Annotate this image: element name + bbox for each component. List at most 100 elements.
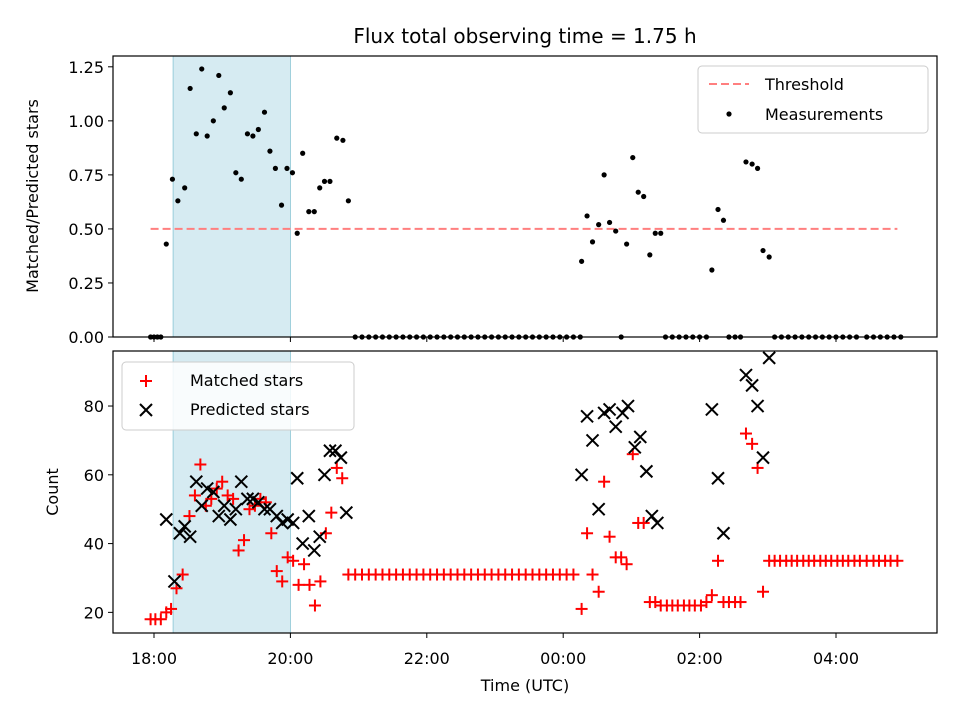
matched-star-point — [238, 534, 251, 547]
predicted-star-point — [628, 440, 642, 454]
predicted-star-point — [234, 474, 249, 489]
measurement-point — [647, 252, 653, 258]
measurement-point — [321, 178, 328, 184]
predicted-star-point — [650, 516, 665, 530]
predicted-star-point — [270, 509, 284, 523]
predicted-star-point — [621, 399, 635, 413]
measurement-point — [327, 178, 333, 184]
matched-star-point — [287, 554, 300, 567]
measurement-point — [630, 154, 636, 161]
matched-star-point — [575, 602, 588, 615]
measurement-point — [345, 198, 351, 204]
legend-measurements-swatch — [726, 111, 732, 117]
measurement-point — [709, 267, 715, 273]
matched-stars-points — [144, 427, 904, 626]
predicted-star-point — [739, 368, 753, 382]
y-tick-label: 0.50 — [68, 220, 104, 239]
bottom-axes-frame — [112, 350, 938, 634]
matched-star-point — [592, 585, 605, 598]
predicted-star-point — [212, 509, 226, 523]
measurement-point — [272, 165, 278, 171]
matched-star-point — [757, 585, 770, 598]
measurement-point — [760, 247, 766, 254]
predicted-star-point — [159, 512, 173, 527]
measurement-point — [187, 85, 193, 92]
predicted-star-point — [200, 481, 214, 496]
y-tick-label: 60 — [84, 466, 104, 485]
predicted-star-point — [591, 502, 606, 516]
matched-star-point — [216, 475, 229, 488]
measurement-point — [589, 239, 596, 245]
top-legend-box — [697, 65, 929, 134]
measurement-point — [596, 222, 602, 228]
matched-star-point — [891, 554, 904, 567]
measurement-point — [294, 230, 300, 236]
predicted-star-point — [705, 402, 719, 417]
measurement-point — [624, 241, 630, 247]
matched-star-point — [298, 558, 311, 571]
measurement-point — [238, 176, 244, 182]
predicted-star-point — [750, 399, 765, 413]
predicted-star-point — [286, 516, 300, 530]
measurement-point — [204, 133, 210, 139]
x-tick-label: 20:00 — [267, 649, 313, 668]
matched-star-point — [637, 516, 650, 529]
y-tick-label: 1.00 — [68, 112, 104, 131]
legend-threshold-label: Threshold — [764, 75, 844, 94]
predicted-star-point — [195, 499, 209, 513]
predicted-star-point — [602, 402, 617, 417]
measurement-point — [284, 165, 290, 171]
measurement-point — [340, 137, 346, 143]
predicted-star-point — [173, 526, 187, 540]
matched-star-point — [603, 530, 616, 543]
legend-predicted-label: Predicted stars — [190, 400, 310, 419]
matched-star-point — [586, 568, 599, 581]
measurement-point — [334, 135, 340, 141]
measurement-point — [250, 133, 256, 139]
top-y-axis-label: Matched/Predicted stars — [23, 99, 42, 293]
matched-star-point — [154, 613, 167, 626]
top-panel: 0.00 0.25 0.50 0.75 1.00 1.25 Matched/Predict… — [23, 55, 938, 347]
predicted-star-point — [585, 433, 600, 448]
measurement-point — [261, 109, 268, 115]
matched-star-point — [746, 437, 759, 450]
measurement-point — [216, 72, 222, 79]
y-tick-label: 80 — [84, 397, 104, 416]
legend-measurements-label: Measurements — [765, 105, 883, 124]
y-tick-label: 1.25 — [68, 58, 104, 77]
measurement-point — [311, 209, 317, 215]
matched-star-point — [308, 599, 321, 612]
predicted-star-point — [745, 378, 759, 393]
matched-star-point — [330, 461, 343, 474]
predicted-star-point — [334, 450, 348, 465]
matched-star-point — [620, 558, 633, 571]
y-tick-label: 0.00 — [68, 328, 104, 347]
predicted-star-point — [302, 509, 316, 523]
measurement-point — [754, 165, 761, 171]
measurement-point — [233, 170, 239, 176]
matched-star-point — [581, 527, 594, 540]
matched-star-point — [336, 472, 349, 485]
predicted-star-point — [633, 430, 647, 444]
matched-star-point — [739, 427, 752, 440]
chart-title: Flux total observing time = 1.75 h — [353, 24, 696, 48]
legend-predicted-swatch — [139, 403, 153, 417]
x-tick-label: 18:00 — [131, 649, 177, 668]
y-tick-label: 20 — [84, 603, 104, 622]
measurement-point — [715, 206, 721, 213]
predicted-star-point — [167, 574, 182, 589]
predicted-star-point — [240, 492, 255, 506]
measurement-point — [169, 176, 176, 182]
predicted-star-point — [206, 485, 221, 499]
top-legend: Threshold Measurements — [697, 65, 929, 134]
matched-star-point — [270, 565, 283, 578]
measurement-point — [306, 209, 312, 215]
measurement-point — [227, 90, 233, 96]
measurement-point — [267, 148, 273, 154]
matched-star-point — [598, 475, 611, 488]
measurement-point — [652, 230, 658, 236]
measurement-point — [601, 172, 607, 178]
bottom-y-axis-label: Count — [43, 468, 62, 516]
x-tick-label: 22:00 — [404, 649, 450, 668]
